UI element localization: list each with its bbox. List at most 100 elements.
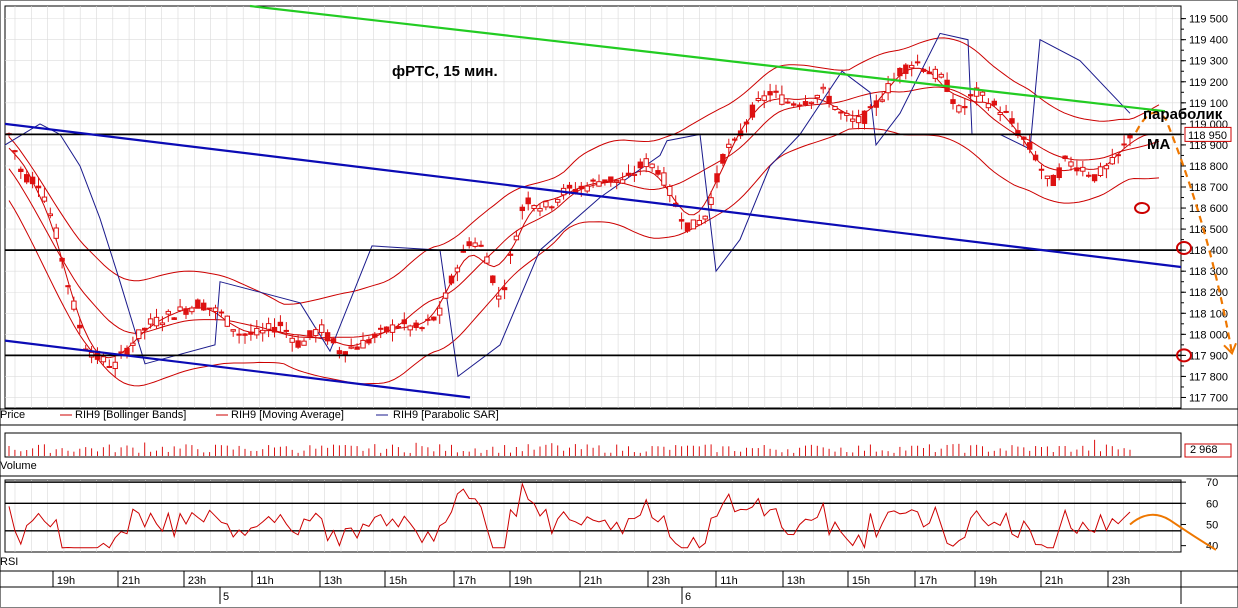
legend-price: Price: [0, 409, 26, 421]
candle-body: [324, 332, 331, 342]
time-axis-label: 11h: [256, 575, 274, 587]
candle-body: [1074, 167, 1080, 172]
candle-body: [749, 104, 756, 118]
time-axis-label: 21h: [122, 575, 140, 587]
price-tick-label: 118 000: [1189, 329, 1228, 341]
candle-body: [796, 104, 803, 107]
candle-body: [77, 324, 83, 329]
candle-body: [159, 322, 166, 326]
candle-body: [903, 64, 909, 74]
candle-body: [1109, 156, 1115, 165]
candle-body: [590, 179, 596, 182]
time-axis-label: 21h: [1045, 575, 1063, 587]
price-tick-label: 118 900: [1189, 140, 1228, 152]
candle-body: [289, 337, 295, 343]
candle-body: [442, 292, 449, 299]
candle-body: [378, 327, 384, 330]
candle-body: [844, 112, 850, 116]
candle-body: [861, 110, 868, 124]
candle-body: [625, 172, 632, 176]
rsi-tick-label: 50: [1206, 519, 1218, 531]
candle-body: [171, 317, 177, 320]
time-axis-label: 13h: [324, 575, 342, 587]
candle-body: [389, 324, 396, 333]
candle-body: [1021, 136, 1027, 140]
candle-body: [637, 161, 643, 169]
annotation-ma: МА: [1147, 136, 1171, 153]
candle-body: [218, 311, 225, 314]
candle-body: [484, 256, 490, 264]
candle-body: [702, 215, 708, 220]
candle-body: [431, 316, 437, 321]
candle-body: [1056, 167, 1062, 179]
candle-body: [136, 329, 142, 340]
time-axis-label: 19h: [979, 575, 997, 587]
candle-body: [395, 326, 402, 329]
candle-body: [779, 94, 785, 105]
candle-body: [1097, 166, 1104, 177]
candle-body: [195, 299, 201, 309]
legend-ma: RIH9 [Moving Average]: [231, 409, 344, 421]
candle-body: [354, 346, 360, 350]
price-tick-label: 119 300: [1189, 56, 1228, 68]
candle-body: [584, 185, 590, 192]
candle-body: [177, 306, 183, 312]
price-tick-label: 119 500: [1189, 14, 1228, 26]
candle-body: [1032, 154, 1039, 161]
candle-body: [124, 347, 130, 356]
candle-body: [112, 361, 118, 370]
candle-body: [720, 153, 726, 164]
candle-body: [761, 95, 767, 101]
candle-body: [248, 331, 254, 335]
candle-body: [336, 350, 343, 355]
candle-body: [165, 310, 172, 315]
candle-body: [383, 326, 390, 333]
candle-body: [543, 201, 549, 208]
time-axis-label: 23h: [1112, 575, 1130, 587]
candle-body: [737, 130, 744, 137]
candle-body: [1086, 174, 1092, 177]
candle-body: [100, 356, 107, 363]
candle-body: [956, 105, 962, 113]
candle-body: [236, 333, 242, 336]
candle-body: [920, 68, 927, 72]
candle-body: [855, 116, 862, 124]
candle-body: [661, 172, 667, 186]
candle-body: [130, 342, 136, 346]
time-axis-label: 19h: [57, 575, 75, 587]
candle-body: [602, 179, 608, 182]
candle-body: [407, 325, 413, 331]
rsi-panel: [4, 479, 1182, 553]
candle-body: [307, 330, 313, 337]
candle-body: [885, 83, 891, 94]
candle-body: [696, 219, 702, 226]
candle-body: [614, 179, 620, 183]
forecast-arrow-head: [1223, 342, 1237, 356]
chart-title: фРТС, 15 мин.: [392, 63, 498, 80]
candle-body: [631, 173, 638, 176]
rsi-tick-label: 70: [1206, 477, 1218, 489]
candle-body: [755, 97, 761, 101]
candle-body: [260, 329, 266, 334]
candle-body: [820, 86, 826, 90]
candle-body: [537, 207, 543, 212]
candle-body: [684, 222, 691, 232]
candle-body: [1050, 174, 1056, 187]
candle-body: [814, 94, 820, 99]
volume-last-box: [1184, 443, 1232, 458]
candle-body: [979, 91, 986, 96]
candle-body: [785, 101, 791, 104]
candle-body: [525, 197, 531, 205]
candle-body: [802, 101, 809, 106]
price-tick-label: 119 400: [1189, 35, 1228, 47]
candle-body: [549, 206, 555, 209]
candle-body: [106, 365, 112, 368]
candle-body: [767, 91, 773, 96]
candle-body: [678, 219, 685, 222]
candle-body: [53, 227, 59, 239]
candle-body: [271, 326, 278, 333]
candle-body: [938, 73, 944, 78]
time-axis-label: 11h: [720, 575, 738, 587]
candle-body: [1038, 168, 1045, 171]
